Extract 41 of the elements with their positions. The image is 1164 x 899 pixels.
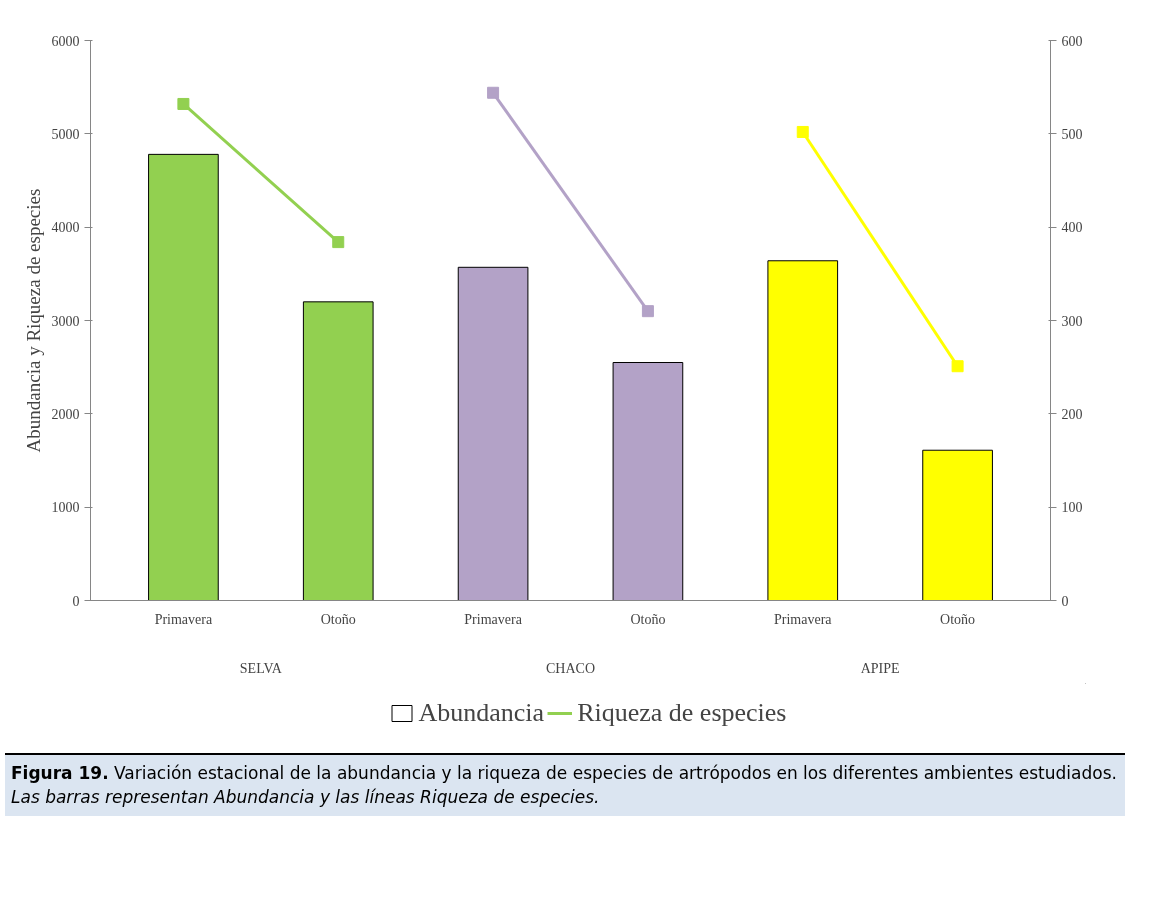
- y-tick-label: 4000: [51, 220, 80, 236]
- y2-tick-label: 200: [1061, 406, 1083, 422]
- legend-label: Abundancia: [418, 698, 545, 728]
- y-tick-label: 6000: [51, 33, 80, 49]
- y2-tick-label: 500: [1061, 126, 1083, 142]
- x-tick-label: Primavera: [773, 611, 833, 627]
- bar: [612, 362, 684, 601]
- y-tick-label: 1000: [51, 500, 80, 516]
- text: Variación estacional de la abundancia y la riqueza de especies de artrópodos en los diferentes ambientes estudiados.: [114, 763, 1117, 783]
- point: [951, 360, 964, 373]
- text: APIPE: [860, 660, 900, 676]
- text: CHACO: [546, 660, 596, 676]
- text: SELVA: [239, 660, 283, 676]
- y-tick-label: 2000: [51, 406, 80, 422]
- bar: [148, 153, 219, 601]
- y2-tick-label: 100: [1061, 500, 1083, 516]
- y-tick-label: 5000: [51, 126, 80, 142]
- point: [641, 305, 654, 318]
- y2-tick-label: 400: [1061, 220, 1083, 236]
- point: [796, 125, 809, 138]
- point: [487, 86, 500, 99]
- bar: [922, 449, 993, 601]
- bar: [767, 260, 839, 601]
- x-tick-label: Primavera: [154, 611, 213, 627]
- point: [177, 97, 190, 110]
- y-axis-title: Abundancia y Riqueza de especies: [22, 188, 44, 453]
- y2-tick-label: 600: [1061, 33, 1083, 49]
- y2-tick-label: 300: [1061, 313, 1083, 329]
- x-tick-label: Primavera: [464, 611, 523, 627]
- y2-tick-label: 0: [1061, 593, 1069, 609]
- y-tick-label: 3000: [51, 313, 80, 329]
- point: [332, 236, 345, 249]
- x-tick-label: Otoño: [940, 611, 976, 627]
- text: Figura 19.: [11, 763, 109, 783]
- bar: [302, 301, 374, 601]
- text: Las barras representan Abundancia y las líneas Riqueza de especies.: [11, 787, 600, 808]
- legend-label: Riqueza de especies: [577, 698, 787, 728]
- y-tick-label: 0: [72, 593, 80, 609]
- x-tick-label: Otoño: [630, 611, 666, 627]
- bar: [457, 266, 529, 601]
- x-tick-label: Otoño: [320, 611, 356, 627]
